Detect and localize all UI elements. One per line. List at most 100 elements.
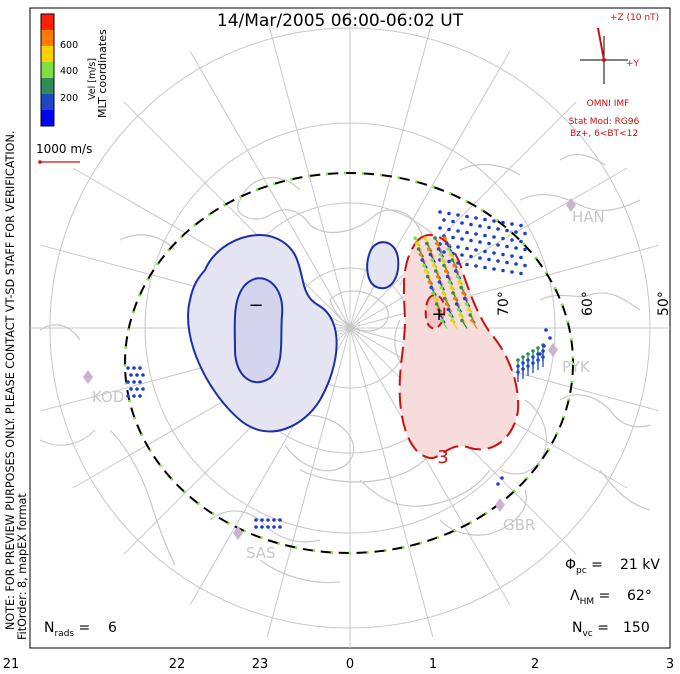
velocity-vector-origin: [474, 232, 478, 236]
velocity-vector-origin: [460, 221, 464, 225]
colorbar-swatch: [41, 30, 54, 46]
velocity-vector-origin: [448, 252, 453, 257]
radar-site-kod-marker: [83, 370, 93, 384]
velocity-vector-origin: [501, 252, 505, 257]
svg-text:Φpc =: Φpc =: [565, 557, 603, 576]
imf-source-label: OMNI IMF: [587, 99, 630, 109]
velocity-vector-origin: [446, 247, 451, 251]
velocity-vector-origin: [272, 525, 276, 529]
velocity-vector-origin: [456, 307, 461, 312]
velocity-vector-origin: [436, 307, 441, 312]
velocity-vector-origin: [487, 257, 491, 262]
velocity-vector-origin: [483, 249, 487, 254]
velocity-vector-origin: [448, 313, 453, 317]
velocity-vector-origin: [516, 358, 520, 362]
velocity-vector-origin: [442, 263, 446, 268]
velocity-vector-origin: [266, 518, 270, 522]
velocity-vector-origin: [436, 247, 441, 251]
velocity-vector-origin: [132, 394, 136, 398]
velocity-vector-origin: [138, 380, 142, 384]
velocity-vector-origin: [514, 262, 518, 266]
velocity-vector-origin: [460, 253, 464, 257]
velocity-vector-origin: [416, 247, 421, 251]
velocity-vector-origin: [442, 218, 446, 222]
velocity-vector-origin: [519, 239, 523, 244]
velocity-vector-origin: [523, 263, 527, 268]
velocity-vector-origin: [129, 373, 133, 377]
velocity-vector-origin: [454, 302, 459, 306]
velocity-vector-origin: [451, 219, 455, 224]
velocity-vector-origin: [466, 307, 471, 312]
velocity-vector-origin: [501, 268, 505, 273]
velocity-vector-origin: [429, 285, 434, 290]
velocity-vector-origin: [460, 237, 464, 241]
radar-site-pyk-marker: [548, 343, 558, 357]
velocity-vector-origin: [492, 267, 496, 271]
velocity-vector-origin: [465, 214, 469, 219]
velocity-vector-origin: [434, 302, 439, 306]
velocity-vector-origin: [465, 246, 469, 251]
velocity-vector-origin: [492, 235, 496, 239]
velocity-vector-origin: [516, 364, 520, 368]
velocity-vector-origin: [435, 274, 440, 279]
velocity-vector-origin: [526, 364, 530, 368]
velocity-vector-origin: [413, 236, 417, 240]
colorbar-tick-200: 200: [60, 93, 78, 104]
velocity-vector-origin: [492, 219, 496, 223]
velocity-vector-origin: [487, 225, 491, 230]
velocity-vector-origin: [437, 280, 442, 284]
radar-site-gbr-marker: [495, 498, 505, 512]
velocity-vector-origin: [531, 355, 535, 359]
contour-label: 3: [437, 447, 448, 468]
velocity-vector-origin: [548, 336, 552, 340]
velocity-vector-origin: [464, 302, 469, 306]
latitude-label-60: 60°: [580, 291, 596, 316]
radar-site-pyk-label: PYK: [562, 358, 591, 376]
velocity-vector-origin: [496, 227, 500, 231]
velocity-vector-origin: [126, 380, 130, 384]
positive-cell-outer: [398, 233, 520, 460]
colorbar-tick-400: 400: [60, 66, 78, 77]
velocity-vector-origin: [460, 318, 464, 323]
velocity-vector-origin: [126, 366, 130, 370]
velocity-vector-origin: [260, 525, 264, 529]
velocity-vector-origin: [505, 228, 509, 233]
velocity-colorbar: 600 400 200 Vel [m/s] MLT coordinates: [40, 13, 109, 127]
velocity-vector-origin: [415, 241, 419, 246]
velocity-vector-origin: [424, 269, 428, 273]
velocity-vector-origin: [456, 245, 460, 249]
colorbar-swatch: [41, 94, 54, 110]
velocity-vector-origin: [445, 274, 450, 279]
velocity-vector-origin: [443, 296, 447, 301]
velocity-vector-origin: [501, 220, 505, 225]
velocity-vector-origin: [456, 213, 460, 217]
mlt-label-1: 1: [429, 657, 437, 672]
imf-y-label: +Y: [626, 59, 640, 69]
potential-minimum-marker: −: [248, 295, 263, 316]
velocity-vector-origin: [132, 380, 136, 384]
velocity-vector-origin: [519, 223, 523, 228]
velocity-vector-origin: [449, 285, 454, 290]
velocity-vector-origin: [521, 367, 525, 371]
negative-cell-inner: [233, 277, 284, 384]
velocity-vector-origin: [427, 280, 432, 284]
velocity-vector-origin: [519, 255, 523, 260]
colorbar-swatch: [41, 46, 54, 62]
velocity-vector-origin: [496, 259, 500, 263]
velocity-vector-origin: [465, 262, 469, 267]
radar-site-han-marker: [566, 198, 576, 212]
velocity-vector-origin: [461, 291, 465, 295]
velocity-vector-origin: [544, 328, 548, 332]
latitude-label-50: 50°: [656, 291, 672, 316]
velocity-vector-origin: [459, 285, 464, 290]
lambda-hm-value: 62°: [627, 588, 652, 604]
velocity-vector-origin: [260, 518, 264, 522]
velocity-vector-origin: [496, 482, 500, 486]
radar-site-kod-label: KOD: [92, 388, 124, 406]
velocity-vector-origin: [474, 248, 478, 252]
velocity-vector-origin: [425, 274, 430, 279]
phi-pc-value: 21 kV: [620, 557, 660, 573]
velocity-vector-origin: [278, 518, 282, 522]
velocity-vector-origin: [438, 313, 443, 317]
svg-text:Nvc =: Nvc =: [572, 620, 609, 639]
